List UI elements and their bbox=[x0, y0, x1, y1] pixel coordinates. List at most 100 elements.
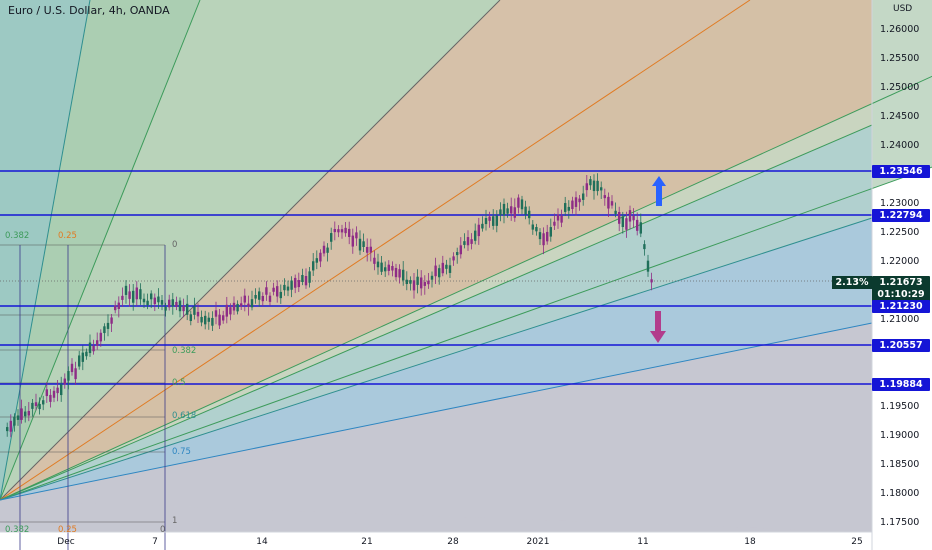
candle bbox=[373, 257, 376, 264]
candle bbox=[276, 286, 279, 297]
candle bbox=[344, 227, 347, 234]
candle bbox=[351, 235, 354, 247]
level-label[interactable]: 1.22794 bbox=[872, 209, 930, 222]
candle bbox=[135, 287, 138, 300]
currency-label: USD bbox=[893, 4, 913, 14]
candle bbox=[405, 279, 408, 285]
candle bbox=[628, 210, 632, 222]
candle bbox=[463, 241, 466, 245]
x-tick: 28 bbox=[447, 537, 459, 547]
candle bbox=[574, 197, 578, 207]
candle bbox=[632, 215, 635, 221]
candle bbox=[283, 284, 286, 291]
candle bbox=[531, 224, 534, 230]
candle bbox=[614, 210, 617, 214]
candle bbox=[607, 196, 610, 209]
candle bbox=[142, 298, 146, 303]
level-label[interactable]: 1.20557 bbox=[872, 339, 930, 352]
candle bbox=[207, 317, 210, 322]
candle bbox=[452, 256, 455, 261]
candle bbox=[20, 408, 23, 420]
candle bbox=[193, 306, 196, 315]
candle bbox=[81, 352, 84, 362]
candle bbox=[31, 402, 34, 409]
candle bbox=[430, 275, 434, 280]
candle bbox=[175, 301, 178, 307]
candle bbox=[114, 305, 117, 311]
y-tick: 1.22000 bbox=[880, 256, 920, 267]
candle bbox=[502, 203, 506, 216]
candle bbox=[438, 268, 441, 278]
candle bbox=[103, 326, 106, 334]
candle bbox=[186, 303, 189, 315]
candle bbox=[247, 303, 250, 307]
y-tick: 1.26000 bbox=[880, 24, 920, 35]
candle bbox=[150, 293, 153, 300]
y-tick: 1.18500 bbox=[880, 459, 920, 470]
level-label[interactable]: 1.23546 bbox=[872, 165, 930, 178]
candle bbox=[196, 311, 200, 317]
candle bbox=[67, 371, 70, 381]
candle bbox=[549, 227, 552, 237]
candle bbox=[513, 207, 516, 218]
fib-label: 0.382 bbox=[5, 231, 30, 241]
candle bbox=[618, 211, 621, 224]
candle bbox=[553, 221, 556, 226]
candle bbox=[297, 280, 300, 288]
fib-label: 1 bbox=[172, 516, 178, 526]
candle bbox=[178, 300, 182, 312]
candle bbox=[564, 203, 567, 212]
candle bbox=[128, 291, 131, 299]
candle bbox=[52, 390, 56, 398]
y-tick: 1.24000 bbox=[880, 140, 920, 151]
candle bbox=[445, 264, 448, 269]
candle bbox=[520, 199, 524, 210]
candle bbox=[222, 315, 225, 321]
candle bbox=[427, 280, 430, 285]
candle bbox=[60, 384, 63, 396]
fib-label: 0.618 bbox=[172, 411, 197, 421]
candle bbox=[416, 276, 419, 285]
candle bbox=[265, 287, 268, 295]
candle bbox=[132, 290, 135, 303]
candle bbox=[34, 402, 38, 406]
candle bbox=[290, 280, 293, 290]
candle bbox=[448, 265, 452, 273]
candle bbox=[319, 252, 322, 262]
candle bbox=[171, 299, 174, 307]
candle bbox=[301, 274, 304, 282]
fib-label: 0.25 bbox=[58, 525, 77, 535]
candle bbox=[268, 295, 272, 302]
candle bbox=[420, 277, 423, 289]
candle bbox=[409, 280, 412, 284]
level-label[interactable]: 1.19884 bbox=[872, 378, 930, 391]
candle bbox=[387, 264, 390, 271]
candle-timer: 01:10:29 bbox=[872, 288, 930, 301]
candle bbox=[337, 229, 340, 233]
candle bbox=[610, 201, 614, 206]
up-arrow-shaft bbox=[656, 186, 662, 206]
candle bbox=[16, 415, 20, 420]
candle bbox=[621, 216, 624, 228]
level-label[interactable]: 1.21230 bbox=[872, 300, 930, 313]
candle bbox=[139, 289, 142, 300]
candle bbox=[380, 262, 383, 272]
fan-line bbox=[0, 75, 932, 501]
fib-label: 0.382 bbox=[172, 346, 197, 356]
y-tick: 1.22500 bbox=[880, 227, 920, 238]
candle bbox=[499, 209, 502, 216]
fib-label: 0 bbox=[160, 525, 166, 535]
x-tick: 11 bbox=[637, 537, 649, 547]
candle bbox=[92, 345, 95, 352]
candle bbox=[74, 368, 77, 380]
symbol-title[interactable]: Euro / U.S. Dollar, 4h, OANDA bbox=[8, 4, 170, 17]
current-price-label[interactable]: 1.21673 bbox=[872, 276, 930, 289]
y-tick: 1.18000 bbox=[880, 488, 920, 499]
y-tick: 1.21000 bbox=[880, 314, 920, 325]
candle bbox=[391, 265, 394, 271]
candle bbox=[27, 410, 30, 416]
candle bbox=[70, 363, 74, 373]
candle bbox=[643, 244, 646, 250]
candle bbox=[13, 416, 16, 426]
